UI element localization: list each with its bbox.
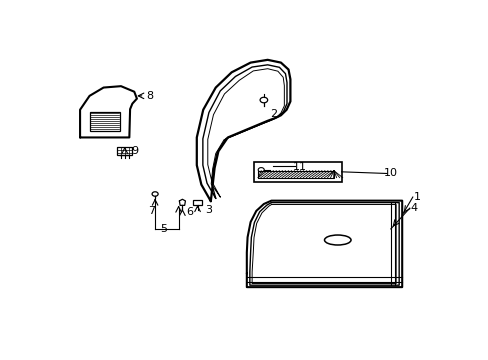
Bar xyxy=(117,147,132,156)
Text: 7: 7 xyxy=(148,206,155,216)
Bar xyxy=(254,162,341,182)
Text: 3: 3 xyxy=(205,204,212,215)
Text: 4: 4 xyxy=(409,203,416,213)
Text: 10: 10 xyxy=(383,168,397,179)
Text: 2: 2 xyxy=(269,109,276,119)
Text: 5: 5 xyxy=(160,224,166,234)
Text: 8: 8 xyxy=(146,91,153,101)
Text: 11: 11 xyxy=(292,162,306,172)
Text: 6: 6 xyxy=(186,207,193,217)
Text: 9: 9 xyxy=(131,146,138,156)
Bar xyxy=(89,112,120,131)
Text: 1: 1 xyxy=(413,192,420,202)
Bar xyxy=(192,200,202,205)
Bar xyxy=(258,171,333,177)
